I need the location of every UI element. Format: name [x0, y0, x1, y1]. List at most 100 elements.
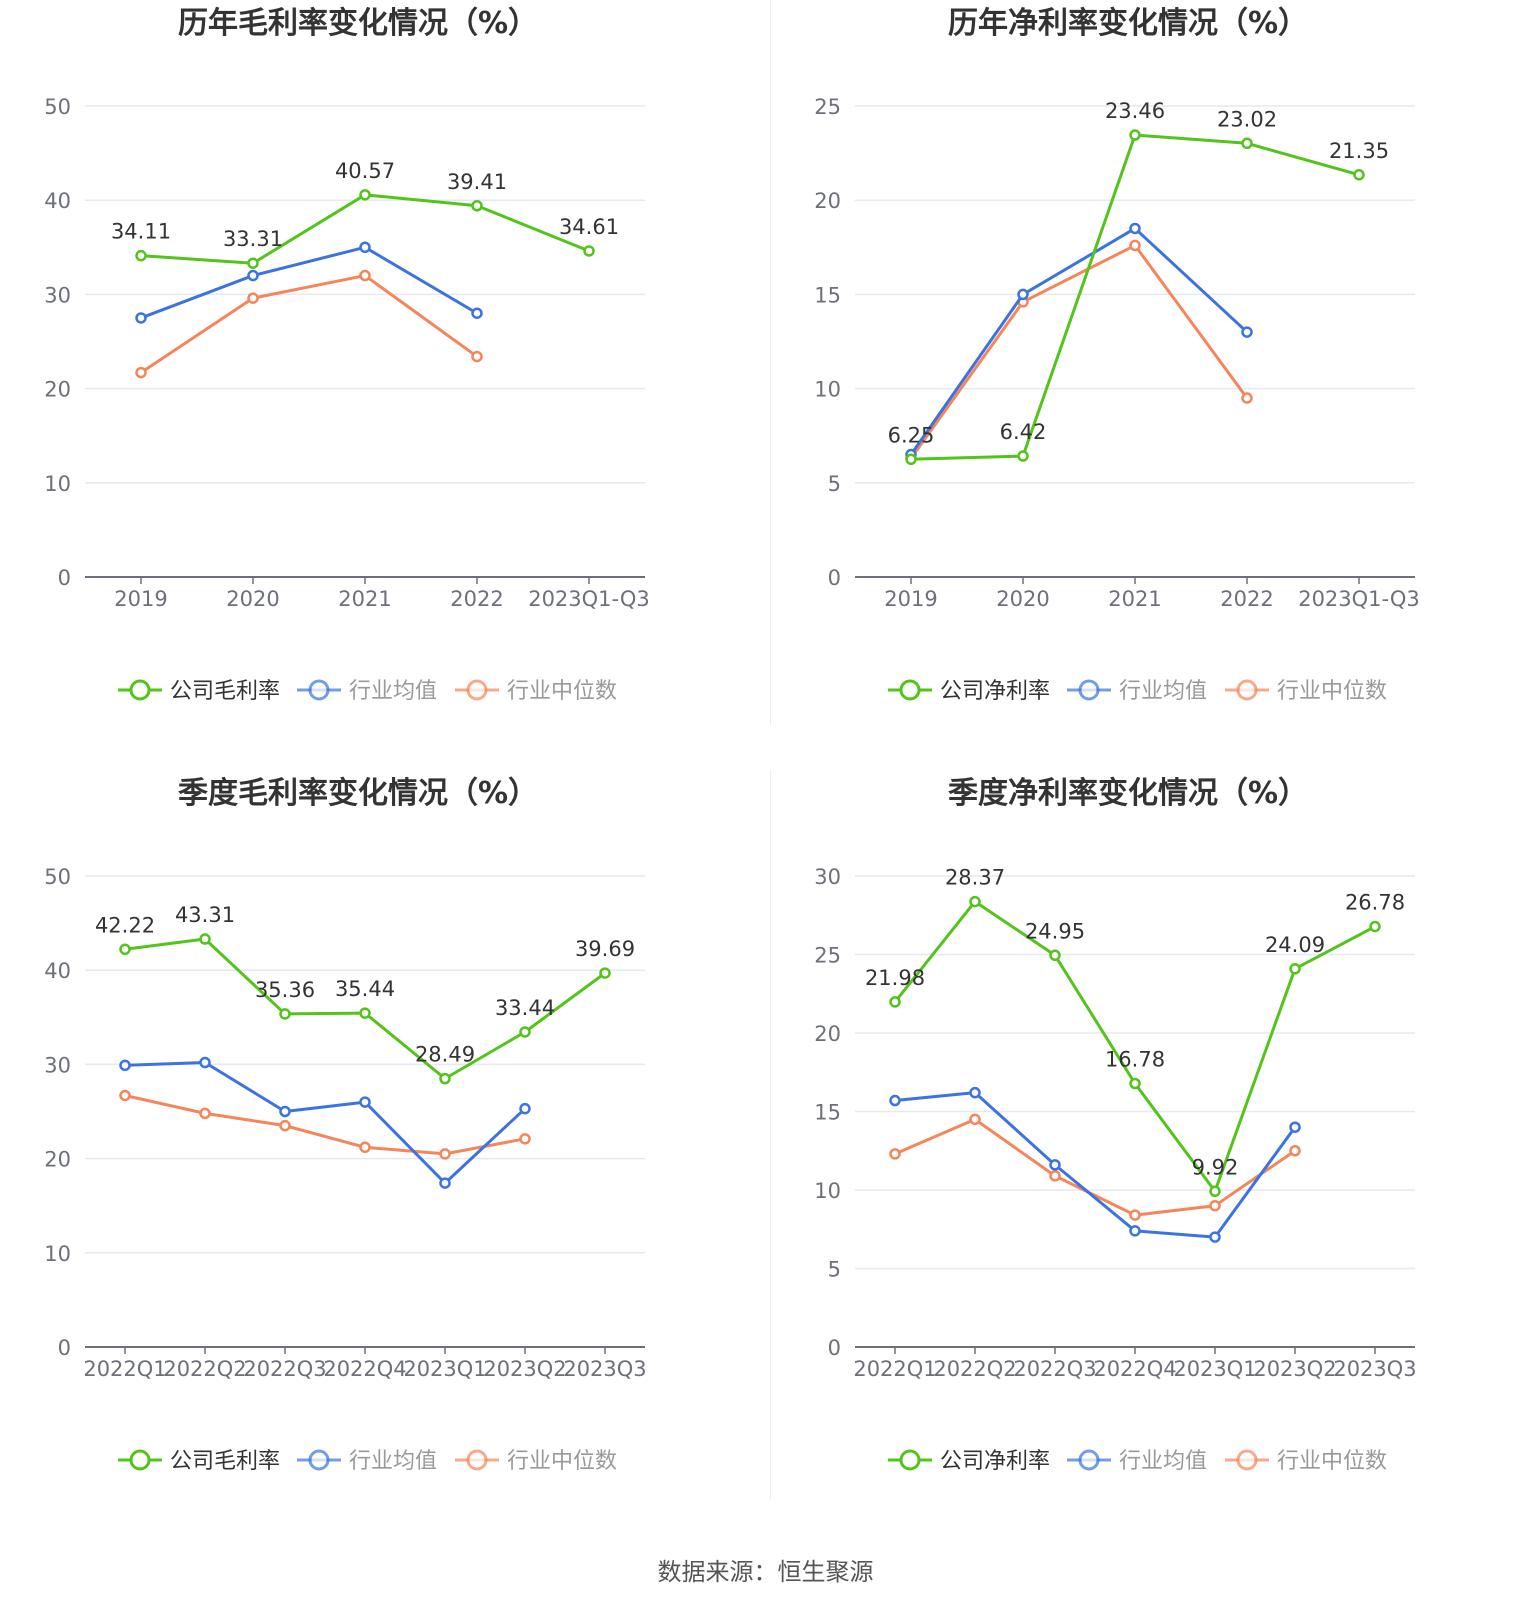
x-tick-label: 2022Q2 [933, 1357, 1016, 1381]
legend-marker-industry_avg [1078, 1449, 1100, 1471]
x-tick-label: 2022Q1 [853, 1357, 936, 1381]
chart-title: 季度净利率变化情况（%） [948, 776, 1308, 811]
y-tick-label: 30 [814, 865, 841, 889]
data-point-industry_median [1129, 1209, 1141, 1221]
data-point-industry_median [969, 1113, 981, 1126]
data-label: 43.31 [175, 903, 235, 927]
x-tick-label: 2022Q3 [243, 1357, 326, 1381]
chart-title: 历年毛利率变化情况（%） [178, 6, 538, 41]
data-point-industry_avg [471, 307, 483, 319]
series-line-industry_median [140, 274, 478, 374]
x-tick-label: 2023Q2 [483, 1357, 566, 1381]
x-tick-label: 2023Q1 [1173, 1357, 1256, 1381]
divider-top [770, 0, 771, 725]
legend-label-company: 公司净利率 [940, 679, 1050, 704]
legend-marker-company [129, 1449, 151, 1471]
data-point-industry_median [889, 1148, 901, 1160]
data-label: 24.95 [1025, 919, 1085, 943]
data-point-industry_median [1289, 1145, 1301, 1157]
data-point-industry_median [1209, 1199, 1221, 1212]
legend-marker-industry_median [1236, 679, 1258, 701]
data-point-company [199, 933, 211, 945]
legend-marker-industry_median [466, 1449, 488, 1471]
data-point-company [359, 1007, 371, 1019]
data-point-company [969, 895, 981, 908]
legend-label-company: 公司毛利率 [170, 1449, 280, 1474]
data-point-company [471, 200, 483, 212]
y-tick-label: 40 [44, 959, 71, 983]
data-label: 28.49 [415, 1043, 475, 1067]
y-tick-label: 10 [44, 1242, 71, 1266]
data-point-company [599, 967, 611, 979]
y-tick-label: 10 [814, 378, 841, 402]
x-tick-label: 2022Q2 [163, 1357, 246, 1381]
y-tick-label: 30 [44, 1053, 71, 1077]
data-point-industry_avg [119, 1059, 131, 1072]
data-point-company [1289, 963, 1301, 975]
x-tick-label: 2022Q4 [1093, 1357, 1176, 1381]
legend-marker-industry_median [1236, 1449, 1258, 1471]
y-tick-label: 15 [814, 283, 841, 307]
data-point-industry_median [135, 366, 147, 379]
data-point-company [439, 1072, 451, 1085]
y-tick-label: 25 [814, 944, 841, 968]
chart-title: 季度毛利率变化情况（%） [178, 776, 538, 811]
legend-label-industry_avg: 行业均值 [349, 679, 437, 704]
data-point-industry_avg [359, 1096, 371, 1108]
data-point-industry_avg [1241, 326, 1253, 338]
data-point-industry_median [471, 350, 483, 363]
y-tick-label: 20 [814, 189, 841, 213]
data-point-industry_median [359, 1141, 371, 1154]
data-point-company [1017, 450, 1029, 462]
data-point-company [247, 257, 259, 269]
legend-label-industry_median: 行业中位数 [507, 1449, 617, 1474]
series-line-company [910, 133, 1360, 461]
x-tick-label: 2023Q1-Q3 [1298, 587, 1420, 611]
legend-label-industry_avg: 行业均值 [349, 1449, 437, 1474]
y-tick-label: 5 [828, 1258, 841, 1282]
series-line-industry_avg [909, 226, 1249, 456]
legend-marker-industry_avg [1078, 679, 1100, 701]
y-tick-label: 40 [44, 189, 71, 213]
chart-annual-net-margin: 历年净利率变化情况（%） 0 5 10 15 20 25 2019 2020 2021 2022 20… [770, 0, 1531, 760]
legend-marker-company [899, 679, 921, 701]
y-tick-label: 10 [44, 472, 71, 496]
x-tick-label: 2023Q1-Q3 [528, 587, 650, 611]
data-point-company [519, 1026, 531, 1038]
data-point-industry_avg [279, 1105, 291, 1118]
data-point-industry_median [519, 1133, 531, 1145]
data-label: 40.57 [335, 159, 395, 183]
data-label: 23.02 [1217, 107, 1277, 131]
chart-title: 历年净利率变化情况（%） [948, 6, 1308, 41]
data-point-company [119, 943, 131, 956]
data-point-industry_median [119, 1089, 131, 1102]
y-tick-label: 25 [814, 95, 841, 119]
series-line-industry_avg [140, 245, 478, 320]
data-point-industry_median [359, 269, 371, 282]
x-tick-label: 2022 [450, 587, 503, 611]
chart-quarterly-net-margin: 季度净利率变化情况（%） 0 5 10 15 20 25 30 2022Q1 2022Q2 2022… [770, 770, 1531, 1530]
x-tick-label: 2022Q1 [83, 1357, 166, 1381]
legend-marker-company [899, 1449, 921, 1471]
x-tick-label: 2022 [1220, 587, 1273, 611]
series-line-industry_avg [894, 1091, 1297, 1239]
legend-label-company: 公司毛利率 [170, 679, 280, 704]
y-tick-label: 0 [58, 1336, 71, 1360]
x-tick-label: 2021 [338, 587, 391, 611]
legend-label-company: 公司净利率 [940, 1449, 1050, 1474]
legend-label-industry_avg: 行业均值 [1119, 679, 1207, 704]
data-point-industry_avg [135, 312, 147, 324]
data-label: 42.22 [95, 913, 155, 937]
legend-label-industry_avg: 行业均值 [1119, 1449, 1207, 1474]
x-tick-label: 2021 [1108, 587, 1161, 611]
divider-bottom [770, 770, 771, 1500]
data-label: 39.41 [447, 170, 507, 194]
x-tick-label: 2023Q3 [563, 1357, 646, 1381]
data-point-industry_median [1241, 392, 1253, 404]
data-label: 21.98 [865, 966, 925, 990]
y-tick-label: 50 [44, 95, 71, 119]
data-label: 35.36 [255, 978, 315, 1002]
data-point-industry_avg [439, 1177, 451, 1189]
data-point-company [1129, 129, 1141, 141]
data-point-company [583, 245, 595, 257]
